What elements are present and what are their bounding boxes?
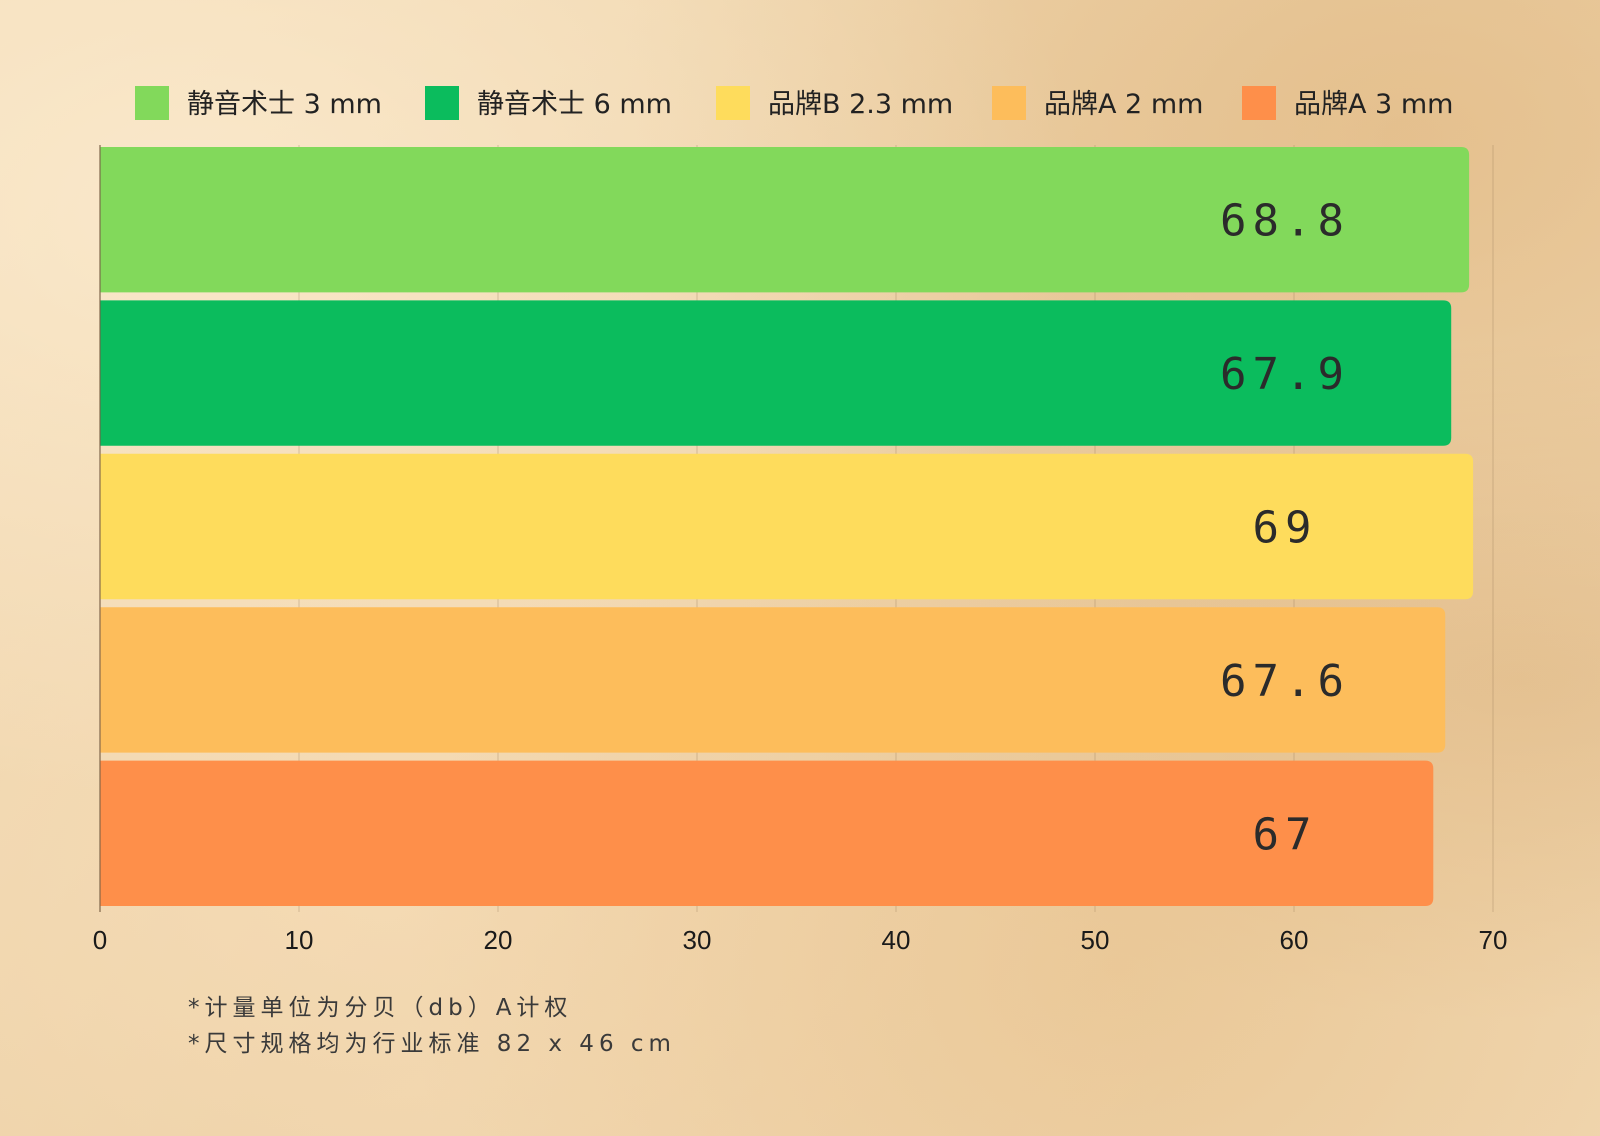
x-tick-label: 10 — [285, 925, 314, 955]
bar — [100, 760, 1434, 906]
x-tick-label: 20 — [484, 925, 513, 955]
bar — [100, 607, 1446, 753]
legend-swatch — [135, 86, 169, 120]
bar-value-label: 69 — [1253, 503, 1318, 554]
bar-value-label: 68.8 — [1220, 196, 1350, 247]
x-tick-label: 0 — [93, 925, 107, 955]
legend-label: 品牌B 2.3 mm — [768, 89, 953, 120]
x-tick-label: 70 — [1479, 925, 1508, 955]
bar-value-label: 67 — [1253, 809, 1318, 860]
legend-swatch — [1242, 86, 1276, 120]
legend-label: 品牌A 2 mm — [1044, 89, 1203, 120]
legend-label: 品牌A 3 mm — [1294, 89, 1453, 120]
legend-swatch — [992, 86, 1026, 120]
x-tick-label: 30 — [683, 925, 712, 955]
bar-value-labels: 68.8 67.9 69 67.6 67 — [1220, 196, 1350, 861]
footnotes: *计量单位为分贝（db）A计权 *尺寸规格均为行业标准 82 x 46 cm — [188, 990, 676, 1062]
legend-swatch — [716, 86, 750, 120]
legend-label: 静音术士 6 mm — [477, 89, 672, 120]
x-tick-label: 40 — [882, 925, 911, 955]
footnote-unit: *计量单位为分贝（db）A计权 — [188, 995, 573, 1021]
legend-label: 静音术士 3 mm — [187, 89, 382, 120]
bar — [100, 147, 1470, 293]
x-tick-label: 60 — [1280, 925, 1309, 955]
bars — [100, 147, 1474, 906]
bar — [100, 453, 1474, 600]
legend: 静音术士 3 mm 静音术士 6 mm 品牌B 2.3 mm 品牌A 2 mm 品牌A … — [135, 86, 1453, 120]
bar — [100, 300, 1452, 446]
footnote-size: *尺寸规格均为行业标准 82 x 46 cm — [188, 1031, 676, 1057]
x-axis: 0 10 20 30 40 50 60 70 — [93, 145, 1508, 955]
x-tick-label: 50 — [1081, 925, 1110, 955]
legend-swatch — [425, 86, 459, 120]
bar-value-label: 67.6 — [1220, 656, 1350, 707]
bar-value-label: 67.9 — [1220, 349, 1350, 400]
